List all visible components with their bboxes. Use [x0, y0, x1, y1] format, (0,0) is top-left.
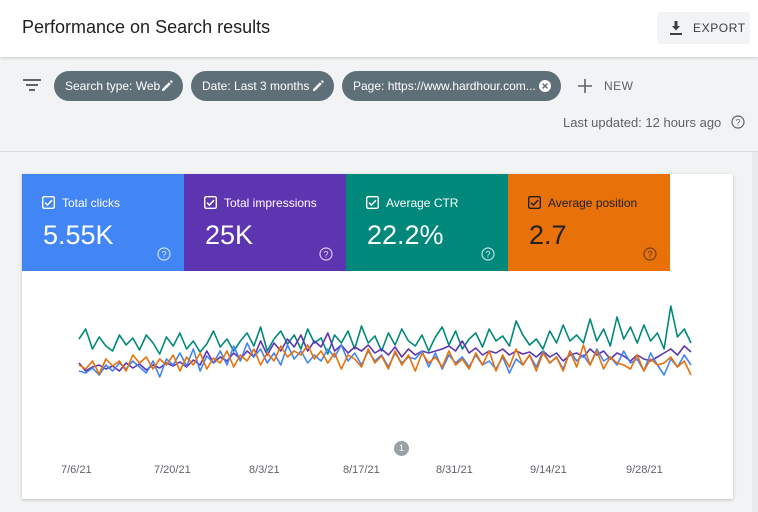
metric-label: Average CTR — [386, 196, 459, 210]
export-button[interactable]: EXPORT — [657, 12, 750, 44]
metric-label: Average position — [548, 196, 638, 210]
x-tick-label: 9/14/21 — [530, 464, 567, 476]
metric-value: 22.2% — [367, 220, 444, 250]
x-tick-label: 8/3/21 — [249, 464, 280, 476]
series-line-total-impressions[interactable] — [78, 332, 692, 372]
x-tick-label: 8/17/21 — [343, 464, 380, 476]
annotation-marker[interactable]: 1 — [394, 441, 409, 456]
metric-value: 25K — [205, 220, 254, 250]
metric-label: Total impressions — [224, 196, 317, 210]
edit-icon[interactable] — [161, 79, 174, 92]
svg-text:?: ? — [485, 249, 490, 259]
metric-average-position[interactable]: Average position 2.7 ? — [508, 174, 670, 271]
scrollbar[interactable] — [752, 152, 758, 512]
svg-text:?: ? — [161, 249, 166, 259]
svg-text:?: ? — [323, 249, 328, 259]
chip-page[interactable]: Page: https://www.hardhour.com... — [342, 71, 561, 101]
metric-total-impressions[interactable]: Total impressions 25K ? — [184, 174, 346, 271]
metric-label: Total clicks — [62, 196, 121, 210]
page-header: Performance on Search results EXPORT — [0, 0, 758, 57]
metric-value: 5.55K — [43, 220, 114, 250]
checkbox-checked-icon[interactable] — [42, 196, 55, 209]
svg-text:?: ? — [735, 117, 740, 127]
download-icon — [670, 21, 682, 35]
chip-label: Page: https://www.hardhour.com... — [353, 79, 536, 93]
new-filter-label: NEW — [604, 79, 634, 93]
series-line-total-clicks[interactable] — [78, 342, 692, 378]
metric-value: 2.7 — [529, 220, 567, 250]
chip-label: Search type: Web — [65, 79, 161, 93]
performance-chart[interactable] — [22, 271, 733, 499]
checkbox-checked-icon[interactable] — [204, 196, 217, 209]
plus-icon — [578, 79, 592, 93]
performance-card: Total clicks 5.55K ? Total impressions 2… — [22, 174, 733, 499]
help-icon[interactable]: ? — [157, 247, 171, 261]
metric-total-clicks[interactable]: Total clicks 5.55K ? — [22, 174, 184, 271]
help-icon[interactable]: ? — [319, 247, 333, 261]
svg-text:?: ? — [647, 249, 652, 259]
series-line-average-ctr[interactable] — [78, 305, 692, 355]
edit-icon[interactable] — [312, 79, 325, 92]
filter-bar: Search type: Web Date: Last 3 months Pag… — [0, 57, 758, 152]
last-updated-text: Last updated: 12 hours ago — [563, 115, 722, 130]
page-title: Performance on Search results — [22, 17, 271, 37]
help-icon[interactable]: ? — [481, 247, 495, 261]
checkbox-checked-icon[interactable] — [528, 196, 541, 209]
new-filter-button[interactable]: NEW — [576, 74, 634, 98]
help-icon[interactable]: ? — [643, 247, 657, 261]
filter-icon[interactable] — [23, 78, 41, 92]
x-tick-label: 8/31/21 — [436, 464, 473, 476]
series-line-average-position[interactable] — [78, 344, 692, 376]
help-icon[interactable]: ? — [731, 115, 745, 129]
x-tick-label: 9/28/21 — [626, 464, 663, 476]
clear-icon[interactable] — [538, 79, 552, 93]
chip-search-type[interactable]: Search type: Web — [54, 71, 183, 101]
checkbox-checked-icon[interactable] — [366, 196, 379, 209]
export-label: EXPORT — [693, 21, 746, 35]
chip-label: Date: Last 3 months — [202, 79, 310, 93]
chip-date[interactable]: Date: Last 3 months — [191, 71, 334, 101]
metric-average-ctr[interactable]: Average CTR 22.2% ? — [346, 174, 508, 271]
x-tick-label: 7/6/21 — [61, 464, 92, 476]
x-tick-label: 7/20/21 — [154, 464, 191, 476]
